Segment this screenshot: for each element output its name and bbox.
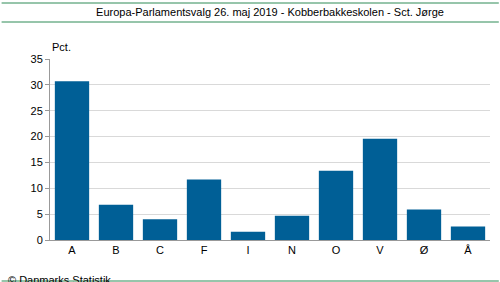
svg-text:30: 30 (31, 79, 43, 91)
svg-text:25: 25 (31, 105, 43, 117)
svg-text:Å: Å (464, 244, 472, 256)
svg-text:A: A (68, 244, 76, 256)
svg-text:I: I (246, 244, 249, 256)
svg-text:5: 5 (37, 208, 43, 220)
svg-text:F: F (201, 244, 208, 256)
svg-text:20: 20 (31, 130, 43, 142)
svg-text:C: C (156, 244, 164, 256)
svg-text:© Danmarks Statistik: © Danmarks Statistik (8, 274, 111, 282)
svg-text:Ø: Ø (420, 244, 429, 256)
svg-text:10: 10 (31, 182, 43, 194)
svg-text:B: B (112, 244, 119, 256)
svg-text:Pct.: Pct. (52, 41, 71, 53)
svg-text:35: 35 (31, 53, 43, 65)
svg-text:Europa-Parlamentsvalg 26. maj: Europa-Parlamentsvalg 26. maj 2019 - Kob… (96, 6, 444, 18)
svg-text:V: V (376, 244, 384, 256)
svg-text:O: O (332, 244, 341, 256)
svg-text:0: 0 (37, 234, 43, 246)
svg-text:15: 15 (31, 156, 43, 168)
svg-text:N: N (288, 244, 296, 256)
